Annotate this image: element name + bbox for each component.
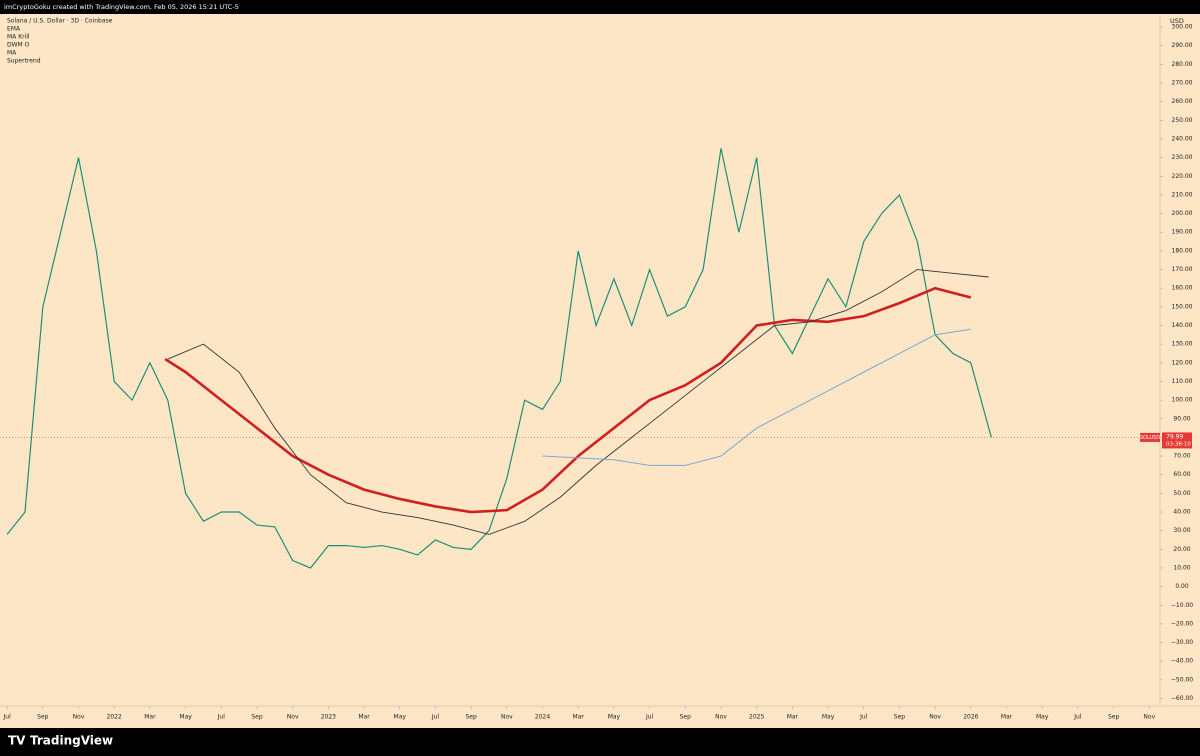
x-tick-label: May	[394, 714, 407, 721]
y-tick-label: 250.00	[1172, 117, 1193, 124]
x-tick-label: Jul	[859, 714, 868, 721]
x-tick-label: Nov	[501, 714, 513, 721]
y-tick-label: 160.00	[1172, 285, 1193, 292]
x-tick-label: Nov	[929, 714, 941, 721]
indicator-label: DWM O	[7, 42, 30, 49]
y-tick-label: 20.00	[1173, 546, 1190, 553]
x-tick-label: Sep	[251, 714, 263, 721]
x-tick-label: May	[1036, 714, 1049, 721]
y-tick-label: 220.00	[1172, 173, 1193, 180]
symbol-tag	[1140, 432, 1160, 442]
x-tick-label: Jul	[645, 714, 654, 721]
x-tick-label: 2024	[535, 714, 550, 721]
caption: imCryptoGoku created with TradingView.co…	[4, 3, 239, 11]
y-tick-label: 190.00	[1172, 229, 1193, 236]
x-tick-label: Sep	[37, 714, 49, 721]
y-tick-label: 140.00	[1172, 322, 1193, 329]
brand-name: TradingView	[30, 734, 113, 748]
y-tick-label: 150.00	[1172, 303, 1193, 310]
x-tick-label: Jul	[1073, 714, 1082, 721]
x-tick-label: May	[608, 714, 621, 721]
x-tick-label: 2026	[963, 714, 978, 721]
y-tick-label: 170.00	[1172, 266, 1193, 273]
x-tick-label: Sep	[680, 714, 692, 721]
x-tick-label: Mar	[144, 714, 156, 721]
x-tick-label: Nov	[73, 714, 85, 721]
x-tick-label: May	[179, 714, 192, 721]
brand: TV TradingView	[8, 734, 113, 748]
indicator-label: EMA	[7, 26, 21, 33]
y-tick-label: 130.00	[1172, 341, 1193, 348]
x-tick-label: Sep	[1108, 714, 1120, 721]
y-tick-label: 180.00	[1172, 247, 1193, 254]
price-tag	[1162, 432, 1192, 449]
x-tick-label: Nov	[715, 714, 727, 721]
series-line	[6, 148, 992, 569]
axis-unit: USD	[1170, 17, 1184, 25]
x-tick-label: Sep	[894, 714, 906, 721]
x-tick-label: Mar	[358, 714, 370, 721]
y-tick-label: 40.00	[1173, 509, 1190, 516]
x-tick-label: May	[822, 714, 835, 721]
y-tick-label: 50.00	[1173, 490, 1190, 497]
x-tick-label: Nov	[1143, 714, 1155, 721]
x-tick-label: 2023	[321, 714, 336, 721]
series-line	[542, 328, 971, 466]
y-tick-label: 100.00	[1172, 397, 1193, 404]
x-tick-label: Mar	[1001, 714, 1013, 721]
y-tick-label: −40.00	[1171, 658, 1193, 665]
y-tick-label: 10.00	[1173, 564, 1190, 571]
series-line	[167, 269, 989, 535]
y-tick-label: 210.00	[1172, 191, 1193, 198]
chart-background	[0, 14, 1200, 728]
indicator-label: MA	[7, 50, 17, 57]
y-tick-label: 0.00	[1175, 583, 1189, 590]
y-tick-label: 90.00	[1173, 415, 1190, 422]
y-tick-label: 200.00	[1172, 210, 1193, 217]
x-tick-label: Nov	[287, 714, 299, 721]
x-tick-label: Mar	[573, 714, 585, 721]
symbol-tag-label: SOLUSD	[1140, 435, 1160, 441]
price-tag-label: 79.99	[1166, 433, 1183, 440]
indicator-label: Supertrend	[7, 58, 41, 65]
y-tick-label: 60.00	[1173, 471, 1190, 478]
x-tick-label: 2022	[107, 714, 122, 721]
y-tick-label: −10.00	[1171, 602, 1193, 609]
brand-logo: TV	[8, 734, 26, 748]
y-tick-label: 30.00	[1173, 527, 1190, 534]
indicator-label: MA Krill	[7, 34, 30, 41]
x-tick-label: Jul	[217, 714, 226, 721]
chart-title: Solana / U.S. Dollar · 3D · Coinbase	[7, 18, 113, 25]
x-tick-label: Mar	[787, 714, 799, 721]
y-tick-label: −60.00	[1171, 695, 1193, 702]
y-tick-label: 290.00	[1172, 42, 1193, 49]
y-tick-label: 240.00	[1172, 135, 1193, 142]
y-tick-label: −20.00	[1171, 620, 1193, 627]
y-tick-label: 70.00	[1173, 453, 1190, 460]
y-tick-label: 120.00	[1172, 359, 1193, 366]
y-tick-label: 270.00	[1172, 80, 1193, 87]
x-tick-label: 2025	[749, 714, 764, 721]
y-tick-label: 260.00	[1172, 98, 1193, 105]
y-tick-label: 280.00	[1172, 61, 1193, 68]
x-tick-label: Jul	[431, 714, 440, 721]
y-tick-label: 110.00	[1172, 378, 1193, 385]
y-tick-label: 300.00	[1172, 24, 1193, 31]
y-tick-label: 230.00	[1172, 154, 1193, 161]
countdown-label: 03:38:10	[1166, 441, 1191, 447]
y-tick-label: −50.00	[1171, 676, 1193, 683]
series-line	[164, 286, 972, 514]
y-tick-label: −30.00	[1171, 639, 1193, 646]
x-tick-label: Jul	[3, 714, 12, 721]
x-tick-label: Sep	[465, 714, 477, 721]
